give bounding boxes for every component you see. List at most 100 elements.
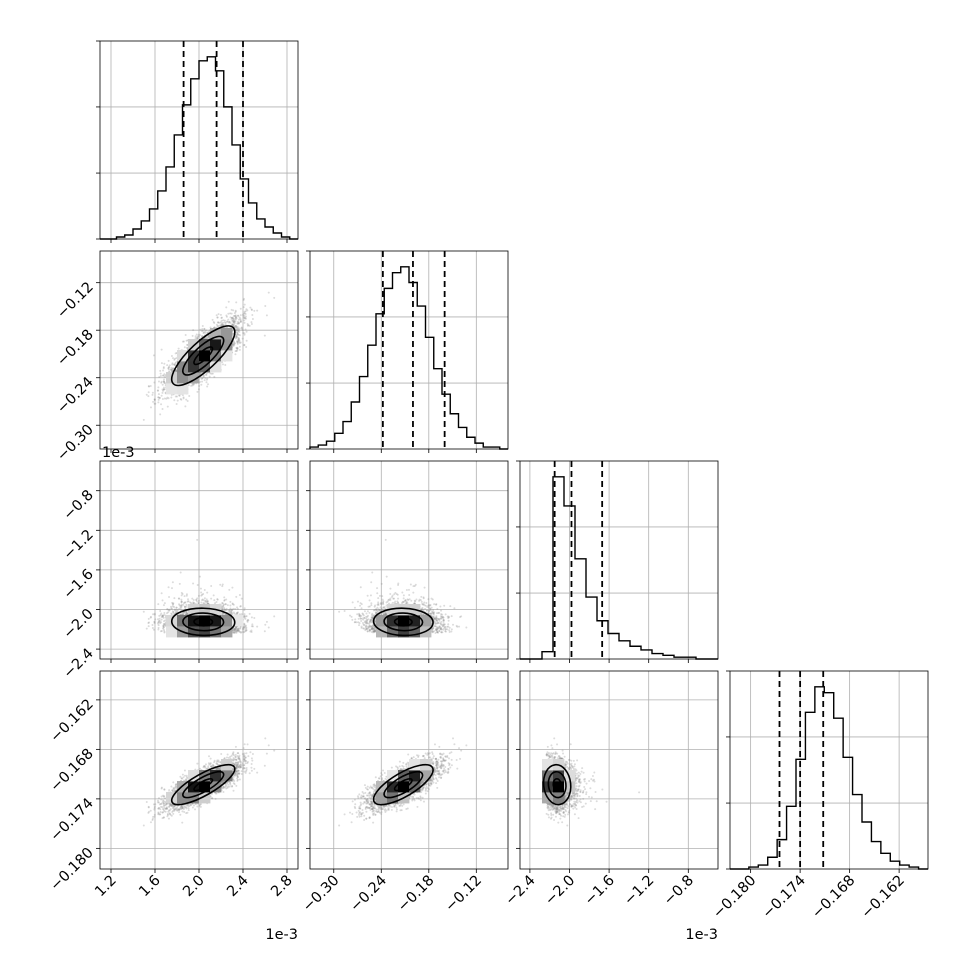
- scatter-point: [206, 591, 209, 594]
- scatter-point: [175, 403, 178, 406]
- scatter-point: [160, 362, 163, 365]
- scatter-point: [226, 320, 229, 323]
- scatter-point: [234, 314, 237, 317]
- scatter-point: [197, 388, 200, 391]
- scatter-point: [265, 620, 268, 623]
- scatter-point: [233, 322, 236, 325]
- scatter-point: [203, 597, 206, 600]
- histogram-step: [100, 56, 298, 240]
- scatter-point: [237, 322, 240, 325]
- scatter-point: [242, 298, 245, 301]
- scatter-point: [183, 346, 186, 349]
- scatter-point: [243, 333, 246, 336]
- scatter-point: [197, 599, 200, 602]
- scatter-point: [163, 362, 166, 365]
- scatter-point: [157, 386, 160, 389]
- scatter-point: [263, 334, 266, 337]
- scatter-point: [229, 600, 232, 603]
- scatter-point: [235, 301, 238, 304]
- scatter-point: [231, 320, 234, 323]
- scatter-panel: −0.30−0.24−0.18−0.12: [54, 250, 299, 464]
- scatter-point: [165, 397, 168, 400]
- scatter-point: [194, 335, 197, 338]
- scatter-point: [217, 313, 220, 316]
- scatter-point: [199, 334, 202, 337]
- scatter-point: [147, 625, 150, 628]
- scatter-point: [223, 319, 226, 322]
- histogram-panel: [306, 250, 509, 453]
- scatter-point: [217, 321, 220, 324]
- scatter-point: [256, 625, 259, 628]
- scatter-point: [250, 323, 253, 326]
- scatter-point: [172, 367, 175, 370]
- scatter-point: [234, 353, 237, 356]
- scatter-point: [174, 370, 177, 373]
- scatter-point: [251, 313, 254, 316]
- scatter-point: [174, 395, 177, 398]
- scatter-point: [220, 316, 223, 319]
- scatter-point: [236, 332, 239, 335]
- scatter-point: [253, 309, 256, 312]
- scatter-point: [162, 369, 165, 372]
- scatter-point: [187, 598, 190, 601]
- scatter-point: [166, 396, 169, 399]
- scatter-point: [227, 318, 230, 321]
- scatter-point: [159, 413, 162, 416]
- scatter-point: [167, 397, 170, 400]
- scatter-point: [237, 326, 240, 329]
- scatter-point: [242, 312, 245, 315]
- scatter-point: [192, 598, 195, 601]
- scatter-point: [237, 337, 240, 340]
- scatter-point: [207, 336, 210, 339]
- scatter-point: [213, 326, 216, 329]
- scatter-point: [200, 330, 203, 333]
- scatter-point: [199, 328, 202, 331]
- scatter-point: [196, 390, 199, 393]
- scatter-point: [171, 367, 174, 370]
- scatter-point: [238, 593, 241, 596]
- scatter-point: [156, 389, 159, 392]
- scatter-point: [185, 603, 188, 606]
- scatter-point: [231, 323, 234, 326]
- scatter-point: [235, 333, 238, 336]
- scatter-point: [149, 385, 152, 388]
- scatter-point: [221, 323, 224, 326]
- scatter-point: [235, 334, 238, 337]
- scatter-point: [239, 320, 242, 323]
- scatter-point: [142, 610, 145, 613]
- scatter-point: [204, 330, 207, 333]
- scatter-point: [242, 297, 245, 300]
- scatter-point: [256, 309, 259, 312]
- scatter-point: [142, 418, 145, 421]
- scatter-point: [264, 623, 267, 626]
- scatter-point: [242, 306, 245, 309]
- scatter-point: [160, 394, 163, 397]
- scatter-point: [236, 340, 239, 343]
- scatter-point: [273, 296, 276, 299]
- scatter-point: [247, 324, 250, 327]
- scatter-point: [239, 307, 242, 310]
- scatter-point: [157, 401, 160, 404]
- scatter-point: [160, 403, 163, 406]
- scatter-point: [200, 601, 203, 604]
- y-tick-label: −0.12: [54, 279, 97, 322]
- scatter-point: [236, 347, 239, 350]
- scatter-point: [196, 538, 199, 541]
- histogram-panel: [96, 40, 299, 243]
- scatter-point: [191, 334, 194, 337]
- scatter-point: [239, 341, 242, 344]
- scatter-point: [227, 300, 230, 303]
- scatter-point: [236, 331, 239, 334]
- scatter-point: [244, 328, 247, 331]
- scatter-point: [243, 607, 246, 610]
- scatter-point: [177, 347, 180, 350]
- scatter-point: [199, 587, 202, 590]
- scatter-point: [182, 396, 185, 399]
- scatter-point: [185, 339, 188, 342]
- scatter-point: [162, 388, 165, 391]
- scatter-point: [240, 613, 243, 616]
- scatter-point: [204, 377, 207, 380]
- scatter-point: [265, 314, 268, 317]
- scatter-point: [192, 329, 195, 332]
